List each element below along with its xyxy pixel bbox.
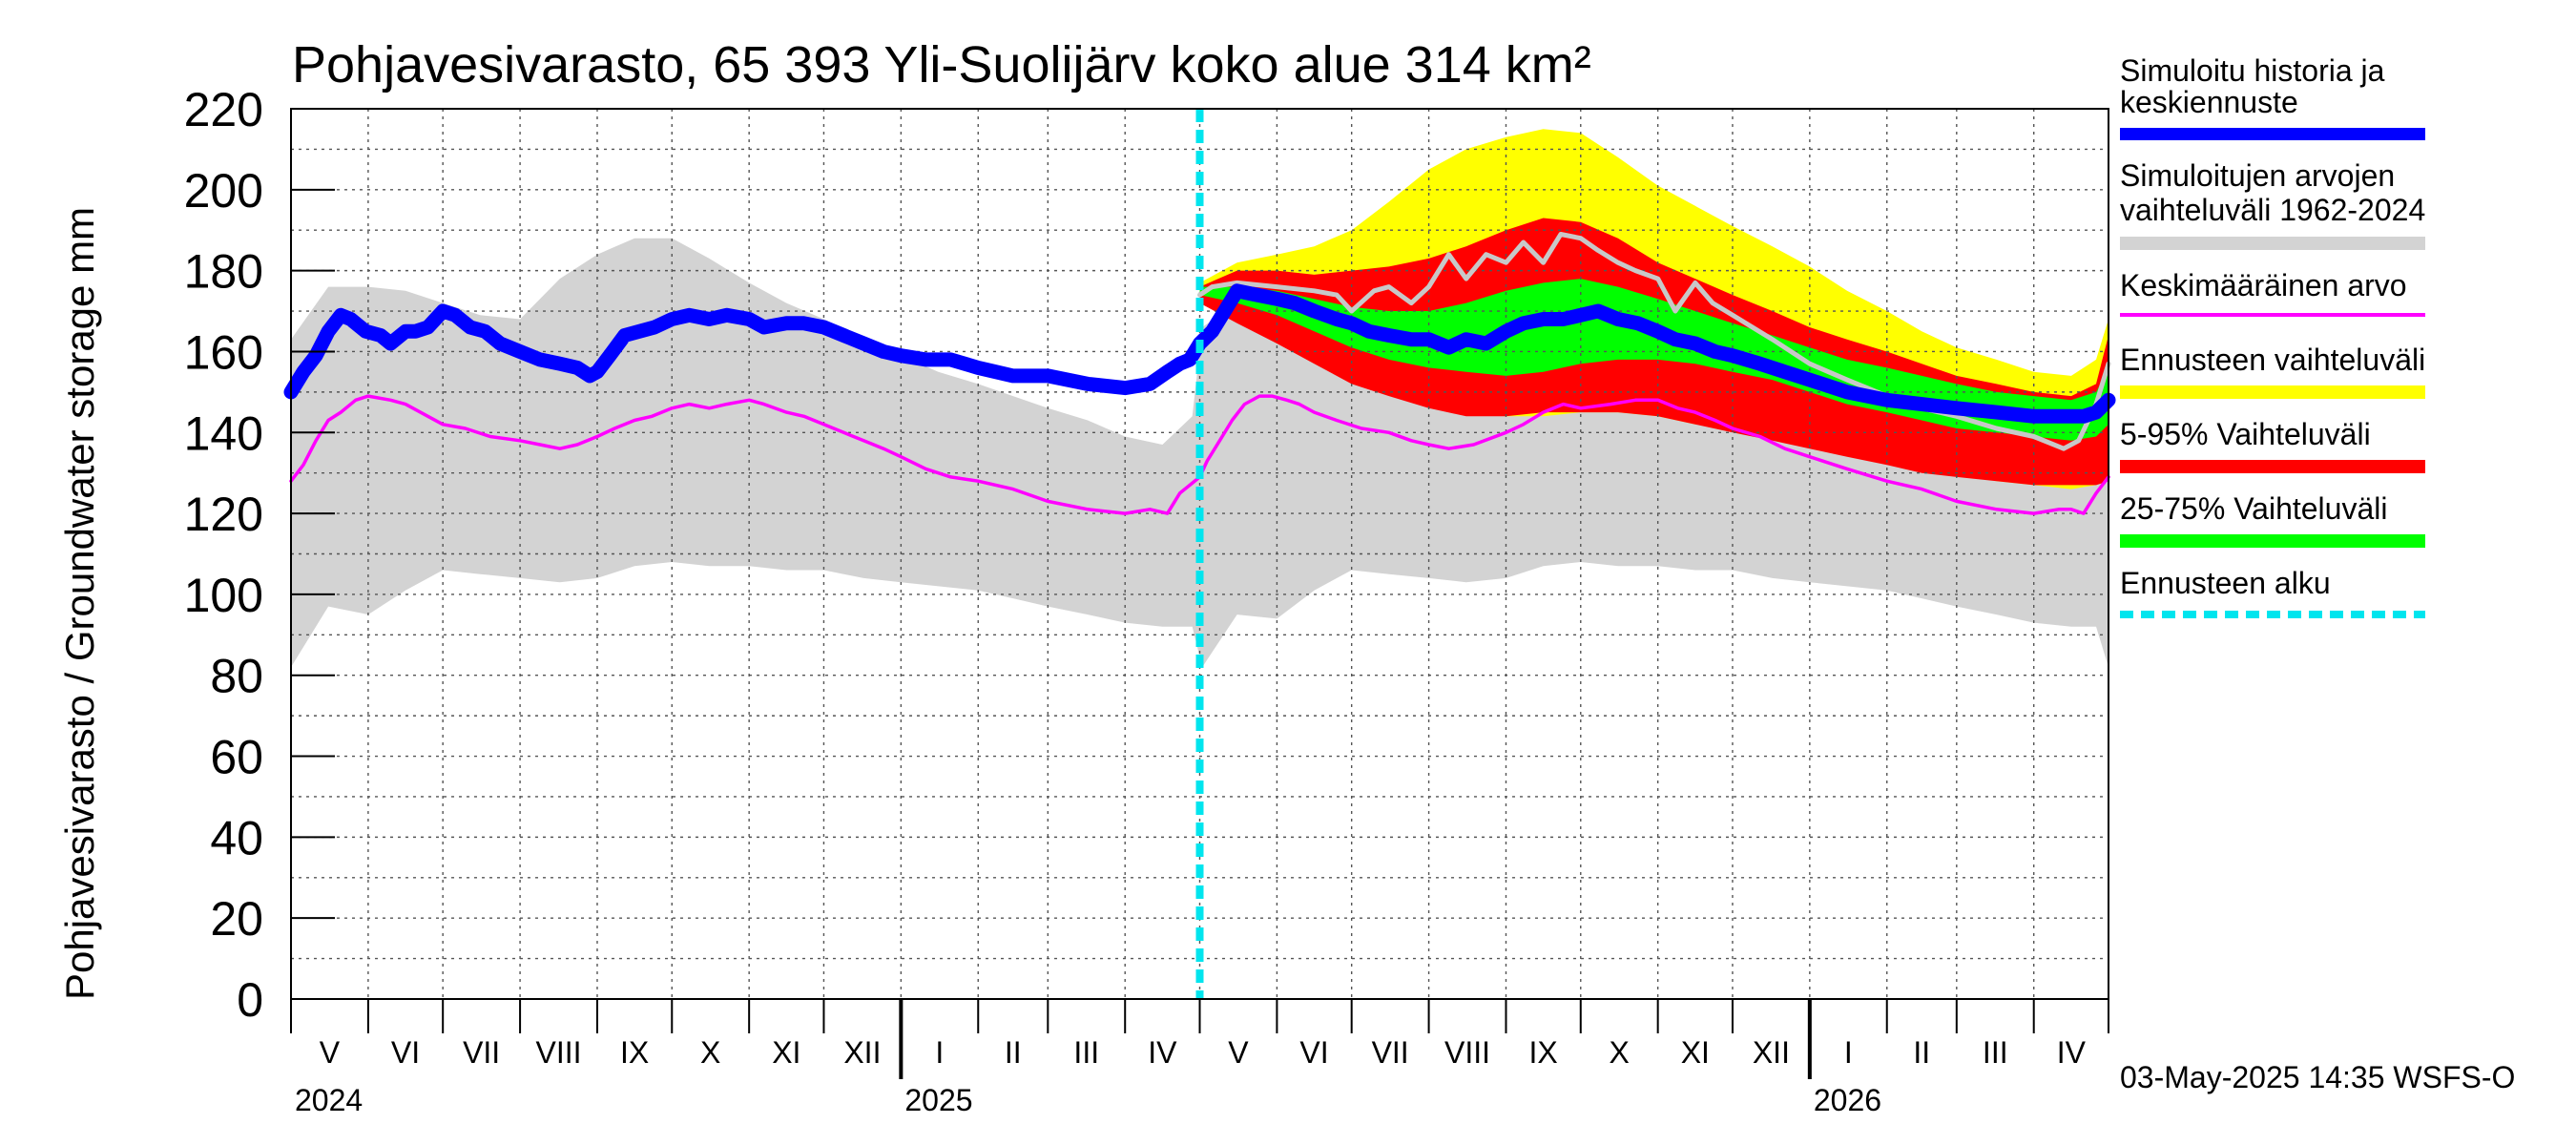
legend-label-p5-95: 5-95% Vaihteluväli [2120,417,2371,451]
month-label: XI [772,1035,800,1070]
y-tick-label: 200 [184,164,263,218]
month-label: X [700,1035,720,1070]
y-tick-label: 140 [184,406,263,460]
month-label: I [935,1035,944,1070]
series-line-keskim-r-inen-arvo [289,394,2110,515]
y-tick-label: 180 [184,245,263,299]
legend-label-p25-75: 25-75% Vaihteluväli [2120,491,2387,526]
legend-swatch-history [2120,128,2425,140]
legend-label-range-2: vaihteluväli 1962-2024 [2120,193,2425,227]
month-label: XII [843,1035,881,1070]
legend: Simuloitu historia ja keskiennuste Simul… [2120,53,2425,618]
legend-label-history-2: keskiennuste [2120,85,2298,119]
lines-layer [283,109,2116,999]
legend-swatch-mean [2120,313,2425,317]
month-label: IV [1148,1035,1177,1070]
legend-swatch-p25-75 [2120,534,2425,548]
year-label: 2025 [904,1083,972,1117]
y-tick-label: 100 [184,569,263,622]
month-label: I [1844,1035,1853,1070]
legend-swatch-range [2120,237,2425,250]
legend-label-range-1: Simuloitujen arvojen [2120,158,2395,193]
legend-swatch-p5-95 [2120,460,2425,473]
year-label: 2026 [1814,1083,1881,1117]
y-tick-label: 60 [210,731,263,784]
y-axis-label: Pohjavesivarasto / Groundwater storage m… [57,207,102,1000]
month-label: XI [1681,1035,1710,1070]
y-tick-label: 120 [184,488,263,541]
y-tick-label: 20 [210,892,263,946]
month-label: VIII [536,1035,582,1070]
y-tick-label: 80 [210,650,263,703]
month-label: V [320,1035,341,1070]
month-label: X [1610,1035,1630,1070]
month-label: VII [463,1035,500,1070]
year-label: 2024 [295,1083,363,1117]
legend-label-forecast-start: Ennusteen alku [2120,566,2331,600]
month-label: XII [1753,1035,1790,1070]
month-label: III [1073,1035,1099,1070]
month-label: VII [1372,1035,1409,1070]
chart-title: Pohjavesivarasto, 65 393 Yli-Suolijärv k… [292,36,1591,94]
month-label: IX [620,1035,649,1070]
month-label: IX [1529,1035,1558,1070]
legend-swatch-forecast-range [2120,385,2425,399]
month-label: V [1228,1035,1249,1070]
month-label: III [1983,1035,2008,1070]
y-tick-label: 160 [184,325,263,379]
month-label: VIII [1444,1035,1490,1070]
legend-label-forecast-range: Ennusteen vaihteluväli [2120,343,2425,377]
legend-label-history-1: Simuloitu historia ja [2120,53,2385,88]
month-label: VI [1299,1035,1328,1070]
month-label: II [1913,1035,1930,1070]
footer-timestamp: 03-May-2025 14:35 WSFS-O [2120,1060,2515,1094]
y-tick-label: 40 [210,811,263,864]
month-label: IV [2057,1035,2087,1070]
y-tick-label: 220 [184,83,263,136]
series-line-simuloitu-historia-ja-keskiennuste [283,283,2116,424]
y-tick-label: 0 [237,973,263,1027]
month-label: VI [391,1035,420,1070]
month-label: II [1005,1035,1022,1070]
legend-label-mean: Keskimääräinen arvo [2120,268,2407,302]
